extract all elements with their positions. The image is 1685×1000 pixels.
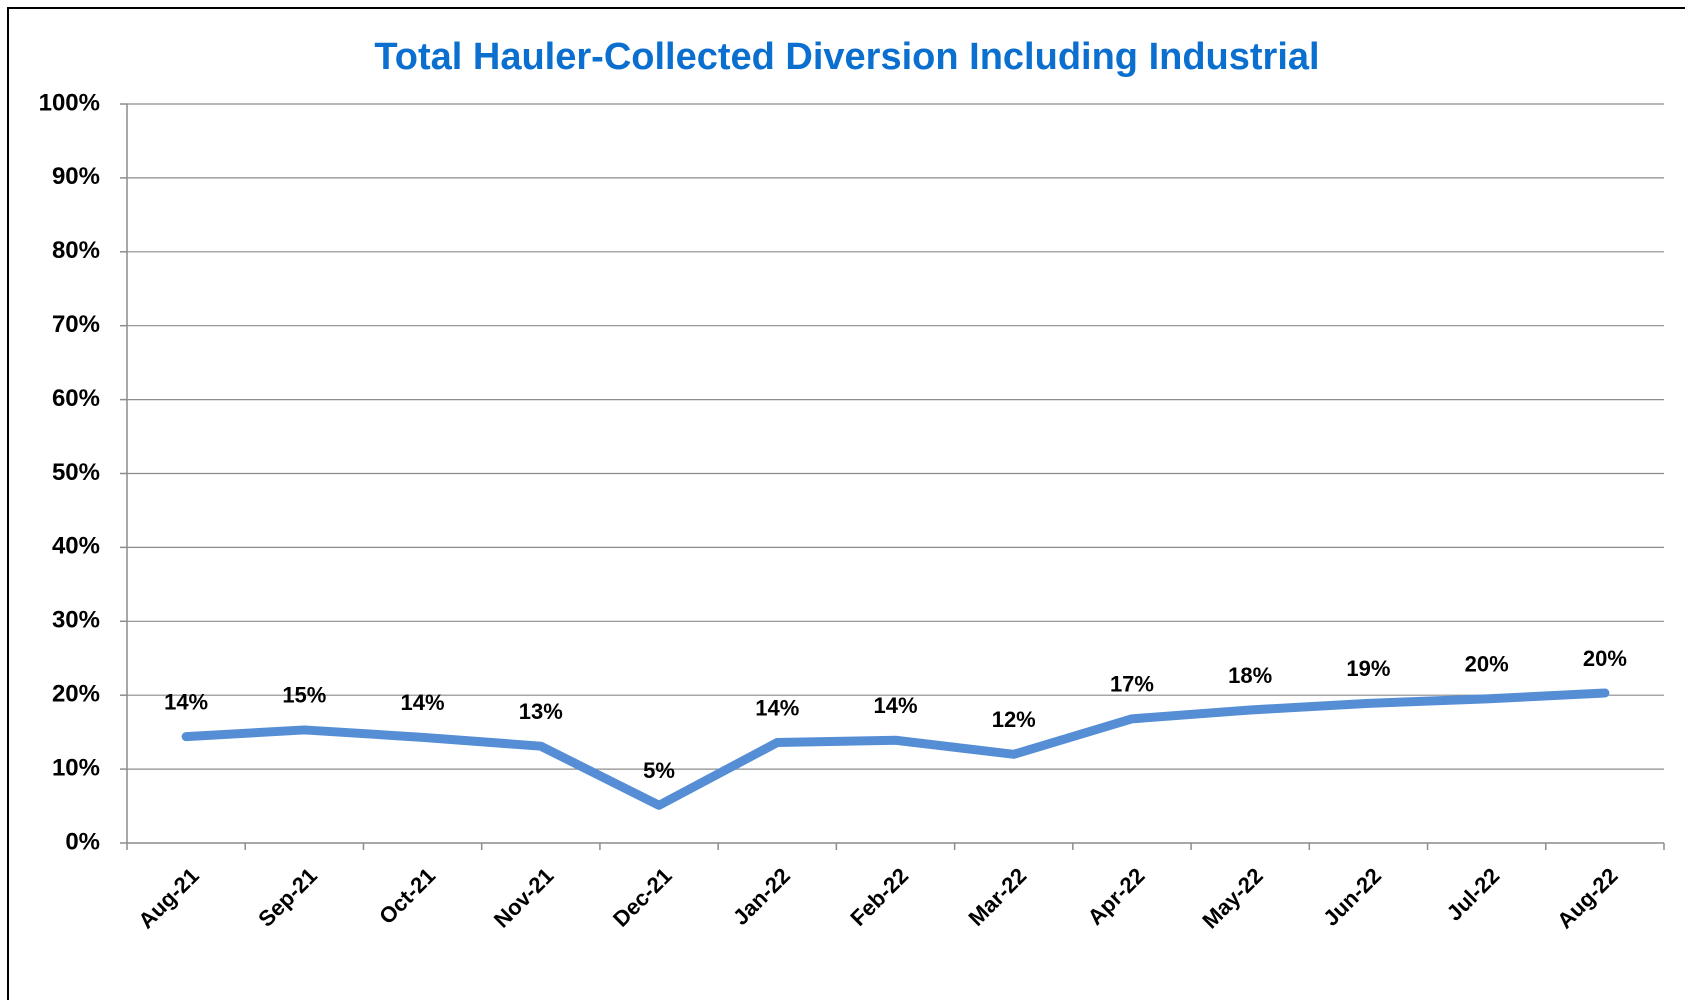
x-tick-label: Jan-22	[728, 863, 795, 930]
y-tick-label: 20%	[52, 681, 100, 708]
chart-border	[7, 7, 1685, 1000]
y-tick-label: 90%	[52, 163, 100, 190]
y-tick-label: 50%	[52, 459, 100, 486]
data-label: 14%	[401, 690, 445, 715]
x-tick-label: Dec-21	[608, 863, 677, 932]
data-label: 12%	[992, 707, 1036, 732]
data-label: 13%	[519, 699, 563, 724]
x-tick-label: Jun-22	[1318, 863, 1386, 931]
y-tick-label: 0%	[65, 828, 100, 855]
x-tick-label: Aug-21	[133, 863, 203, 933]
data-label: 14%	[755, 695, 799, 720]
data-label: 20%	[1465, 652, 1509, 677]
data-label: 14%	[873, 693, 917, 718]
y-tick-label: 100%	[39, 89, 100, 116]
y-tick-label: 60%	[52, 385, 100, 412]
y-tick-label: 70%	[52, 311, 100, 338]
data-label: 5%	[643, 758, 675, 783]
data-label: 20%	[1583, 646, 1627, 671]
x-tick-label: May-22	[1197, 863, 1267, 933]
x-tick-label: Feb-22	[845, 863, 913, 931]
y-tick-label: 30%	[52, 607, 100, 634]
data-line	[181, 688, 1610, 810]
data-label: 15%	[282, 683, 326, 708]
x-tick-label: Sep-21	[253, 863, 322, 932]
chart-title: Total Hauler-Collected Diversion Includi…	[374, 36, 1319, 78]
x-tick-label: Jul-22	[1442, 863, 1505, 926]
data-label: 18%	[1228, 663, 1272, 688]
data-label: 14%	[164, 689, 208, 714]
y-tick-label: 40%	[52, 533, 100, 560]
data-label: 17%	[1110, 672, 1154, 697]
x-tick-label: Mar-22	[964, 863, 1032, 931]
x-tick-label: Aug-22	[1552, 863, 1622, 933]
y-tick-label: 10%	[52, 754, 100, 781]
data-label: 19%	[1346, 656, 1390, 681]
x-tick-label: Oct-21	[374, 863, 440, 929]
y-tick-label: 80%	[52, 237, 100, 264]
x-tick-label: Nov-21	[489, 863, 559, 933]
x-tick-label: Apr-22	[1083, 863, 1150, 930]
